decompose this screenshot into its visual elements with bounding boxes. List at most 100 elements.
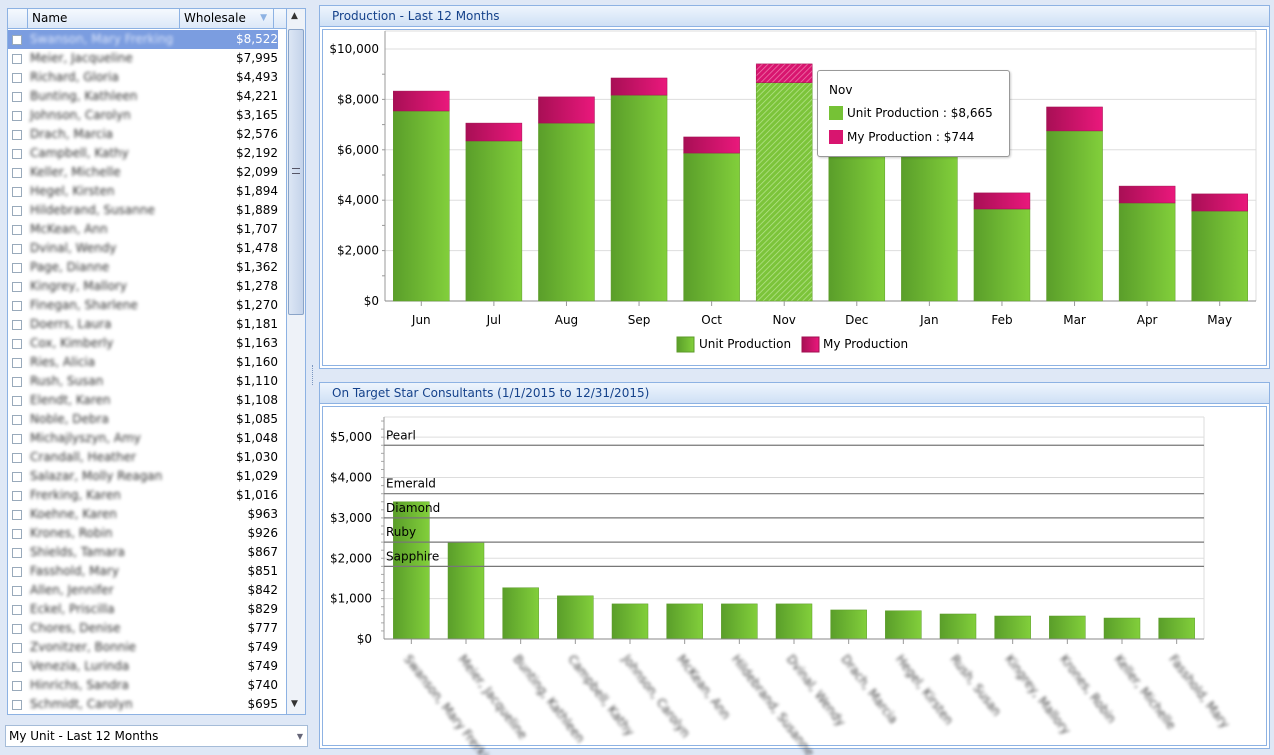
row-checkbox[interactable] (12, 567, 22, 577)
row-checkbox[interactable] (12, 396, 22, 406)
column-header-name[interactable]: Name (28, 9, 180, 29)
table-row[interactable]: Shields, Tamara $867 (8, 543, 278, 562)
table-row[interactable]: Campbell, Kathy $2,192 (8, 144, 278, 163)
row-checkbox[interactable] (12, 149, 22, 159)
row-checkbox[interactable] (12, 491, 22, 501)
consultant-name: Frerking, Karen (30, 488, 121, 502)
table-row[interactable]: Keller, Michelle $2,099 (8, 163, 278, 182)
table-row[interactable]: Kingrey, Mallory $1,278 (8, 277, 278, 296)
table-row[interactable]: Meier, Jacqueline $7,995 (8, 49, 278, 68)
x-tick-label: Jun (411, 313, 431, 327)
wholesale-value: $926 (247, 526, 278, 540)
row-checkbox[interactable] (12, 358, 22, 368)
chevron-down-icon[interactable]: ▼ (296, 732, 303, 741)
table-row[interactable]: Drach, Marcia $2,576 (8, 125, 278, 144)
row-checkbox[interactable] (12, 548, 22, 558)
row-checkbox[interactable] (12, 472, 22, 482)
row-checkbox[interactable] (12, 206, 22, 216)
table-row[interactable]: Ries, Alicia $1,160 (8, 353, 278, 372)
row-checkbox[interactable] (12, 453, 22, 463)
table-row[interactable]: Allen, Jennifer $842 (8, 581, 278, 600)
table-row[interactable]: Chores, Denise $777 (8, 619, 278, 638)
table-row[interactable]: Elendt, Karen $1,108 (8, 391, 278, 410)
bar-my-production (683, 136, 740, 154)
row-checkbox[interactable] (12, 73, 22, 83)
row-checkbox[interactable] (12, 168, 22, 178)
table-row[interactable]: Hinrichs, Sandra $740 (8, 676, 278, 695)
table-row[interactable]: Johnson, Carolyn $3,165 (8, 106, 278, 125)
table-row[interactable]: Venezia, Lurinda $749 (8, 657, 278, 676)
table-row[interactable]: Zvonitzer, Bonnie $749 (8, 638, 278, 657)
select-all-column[interactable] (8, 9, 28, 29)
row-checkbox[interactable] (12, 586, 22, 596)
table-row[interactable]: Noble, Debra $1,085 (8, 410, 278, 429)
table-row[interactable]: Cox, Kimberly $1,163 (8, 334, 278, 353)
table-row[interactable]: Hegel, Kirsten $1,894 (8, 182, 278, 201)
row-checkbox[interactable] (12, 54, 22, 64)
scroll-down-icon[interactable]: ▼ (291, 699, 298, 709)
row-checkbox[interactable] (12, 377, 22, 387)
bar-unit-production (828, 136, 886, 302)
row-checkbox[interactable] (12, 643, 22, 653)
bar-consultant (775, 603, 813, 640)
row-checkbox[interactable] (12, 339, 22, 349)
table-row[interactable]: Eckel, Priscilla $829 (8, 600, 278, 619)
table-row[interactable]: Rush, Susan $1,110 (8, 372, 278, 391)
x-tick-label: Apr (1137, 313, 1158, 327)
splitter-handle[interactable] (312, 365, 315, 385)
row-checkbox[interactable] (12, 244, 22, 254)
table-row[interactable]: Dvinal, Wendy $1,478 (8, 239, 278, 258)
period-dropdown[interactable]: My Unit - Last 12 Months ▼ (5, 725, 308, 747)
table-row[interactable]: Krones, Robin $926 (8, 524, 278, 543)
row-checkbox[interactable] (12, 434, 22, 444)
table-row[interactable]: Frerking, Karen $1,016 (8, 486, 278, 505)
table-row[interactable]: Michajlyszyn, Amy $1,048 (8, 429, 278, 448)
consultant-name: Fasshold, Mary (30, 564, 119, 578)
my-swatch-icon (829, 130, 843, 144)
row-checkbox[interactable] (12, 187, 22, 197)
table-row[interactable]: Bunting, Kathleen $4,221 (8, 87, 278, 106)
row-checkbox[interactable] (12, 130, 22, 140)
grid-scrollbar[interactable]: ▲ ▼ (287, 8, 306, 715)
table-row[interactable]: Schmidt, Carolyn $695 (8, 695, 278, 714)
table-row[interactable]: Koehne, Karen $963 (8, 505, 278, 524)
row-checkbox[interactable] (12, 225, 22, 235)
table-row[interactable]: Swanson, Mary Frerking $8,522 (8, 30, 278, 49)
row-checkbox[interactable] (12, 662, 22, 672)
table-row[interactable]: McKean, Ann $1,707 (8, 220, 278, 239)
table-row[interactable]: Page, Dianne $1,362 (8, 258, 278, 277)
column-header-wholesale[interactable]: Wholesale ▼ (180, 9, 274, 29)
row-checkbox[interactable] (12, 282, 22, 292)
row-checkbox[interactable] (12, 320, 22, 330)
row-checkbox[interactable] (12, 301, 22, 311)
tooltip-unit-line: Unit Production : $8,665 (829, 105, 993, 121)
table-row[interactable]: Fasshold, Mary $851 (8, 562, 278, 581)
table-row[interactable]: Salazar, Molly Reagan $1,029 (8, 467, 278, 486)
table-row[interactable]: Finegan, Sharlene $1,270 (8, 296, 278, 315)
scroll-up-icon[interactable]: ▲ (291, 11, 298, 21)
row-checkbox[interactable] (12, 35, 22, 45)
row-checkbox[interactable] (12, 700, 22, 710)
legend-my-label: My Production (823, 337, 908, 351)
row-checkbox[interactable] (12, 111, 22, 121)
row-checkbox[interactable] (12, 510, 22, 520)
table-row[interactable]: Richard, Gloria $4,493 (8, 68, 278, 87)
row-checkbox[interactable] (12, 263, 22, 273)
row-checkbox[interactable] (12, 681, 22, 691)
row-checkbox[interactable] (12, 92, 22, 102)
row-checkbox[interactable] (12, 605, 22, 615)
x-tick-label: Rush, Susan (948, 652, 1004, 718)
consultant-name: Doerrs, Laura (30, 317, 112, 331)
x-tick-label: Keller, Michelle (1112, 652, 1179, 732)
table-row[interactable]: Hildebrand, Susanne $1,889 (8, 201, 278, 220)
wholesale-value: $1,362 (236, 260, 278, 274)
scroll-thumb[interactable] (288, 29, 304, 315)
row-checkbox[interactable] (12, 529, 22, 539)
bar-consultant (1049, 615, 1086, 640)
table-row[interactable]: Doerrs, Laura $1,181 (8, 315, 278, 334)
row-checkbox[interactable] (12, 415, 22, 425)
period-dropdown-value: My Unit - Last 12 Months (9, 729, 159, 743)
table-row[interactable]: Crandall, Heather $1,030 (8, 448, 278, 467)
threshold-label: Ruby (386, 525, 416, 539)
row-checkbox[interactable] (12, 624, 22, 634)
